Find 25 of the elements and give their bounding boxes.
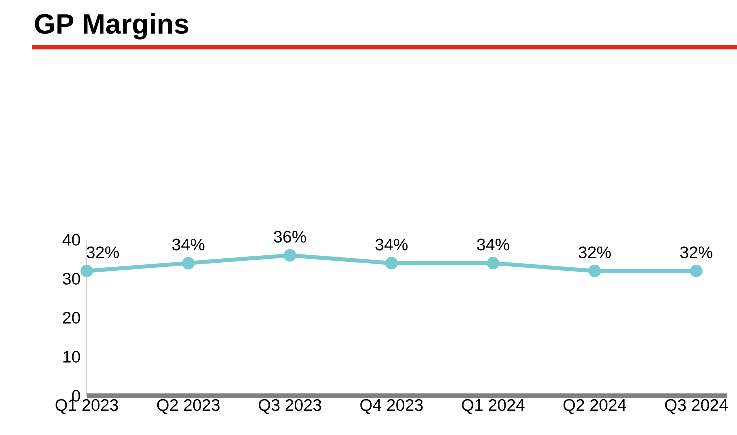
x-tick-label: Q4 2023	[360, 399, 423, 414]
point	[386, 257, 398, 270]
data-label: 34%	[376, 238, 408, 251]
y-tick-label: 10	[64, 351, 80, 363]
point	[182, 257, 195, 270]
point	[487, 257, 500, 270]
data-label: 32%	[578, 246, 612, 258]
x-tick-label: Q2 2023	[157, 399, 220, 414]
point	[690, 264, 703, 278]
x-tick-label: Q3 2023	[259, 399, 322, 414]
x-tick-label: Q1 2024	[462, 399, 525, 414]
data-label: 36%	[274, 231, 306, 243]
data-label: 34%	[477, 238, 510, 251]
data-label: 32%	[680, 246, 713, 258]
y-tick-label: 30	[63, 273, 80, 285]
y-tick-label: 20	[63, 312, 80, 324]
chart-title: GP Margins	[35, 14, 188, 40]
x-tick-label: Q3 2024	[665, 399, 728, 414]
point	[80, 264, 94, 278]
data-label: 34%	[172, 238, 205, 251]
point	[588, 264, 602, 278]
point	[284, 249, 296, 262]
y-tick-label: 40	[62, 234, 80, 246]
data-label: 32%	[86, 246, 120, 258]
x-tick-label: Q2 2024	[564, 399, 626, 414]
